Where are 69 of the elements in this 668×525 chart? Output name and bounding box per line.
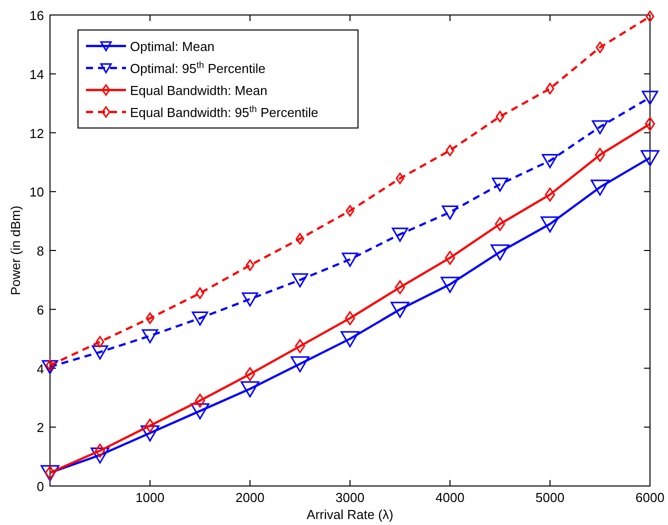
y-tick-label: 12 [30,126,44,141]
point [640,150,660,166]
point [190,403,210,420]
point [140,425,160,442]
y-axis-title: Power (in dBm) [8,206,23,296]
point [290,356,310,372]
point [292,273,308,288]
point [40,465,60,482]
point [346,205,354,217]
point [142,329,158,344]
point [240,381,260,398]
point [244,367,256,382]
y-tick-label: 16 [30,8,44,23]
point [342,252,358,267]
x-tick-label: 1000 [136,490,164,505]
point [494,217,506,231]
point [590,180,610,196]
point [444,250,456,265]
point [296,232,304,244]
point [96,336,104,348]
point [344,311,356,326]
point [144,418,156,433]
x-tick-label: 2000 [236,490,264,505]
point [392,228,408,242]
point [440,276,460,293]
point [492,178,508,192]
y-tick-label: 2 [36,420,44,436]
x-tick-label: 3000 [336,490,364,505]
point [496,110,504,122]
point [594,148,606,162]
point [596,42,604,54]
x-axis-title: Arrival Rate (λ) [306,507,394,522]
point [592,120,608,134]
point [340,331,360,348]
legend-label: Equal Bandwidth: 95$^{th}$ Percentile [130,104,318,120]
point [390,302,410,318]
y-tick-label: 6 [36,302,44,318]
point [542,154,558,168]
point [146,312,154,324]
y-tick-label: 14 [30,66,44,82]
legend-label: Optimal: Mean [130,39,215,54]
point [442,206,458,220]
point [242,292,258,306]
point [646,10,654,22]
point [196,287,204,299]
legend-label: Optimal: 95$^{th}$ Percentile [130,60,266,76]
y-tick-label: 4 [36,361,44,376]
x-tick-label: 6000 [636,490,664,505]
x-tick-label: 4000 [436,490,464,505]
point [396,172,404,184]
point [246,259,254,271]
point [544,188,556,202]
point [294,339,306,354]
y-tick-label: 8 [36,244,44,258]
point [546,82,554,94]
point [194,394,206,408]
point [92,345,108,360]
x-tick-label: 5000 [536,490,564,505]
point [490,244,510,260]
y-tick-label: 10 [30,184,44,200]
point [642,90,658,105]
legend-label: Equal Bandwidth: Mean [130,83,268,98]
point [644,116,656,131]
point [192,312,208,326]
point [540,216,560,232]
y-tick-label: 0 [36,479,44,494]
point [446,144,454,156]
point [394,280,406,294]
point [90,447,110,464]
